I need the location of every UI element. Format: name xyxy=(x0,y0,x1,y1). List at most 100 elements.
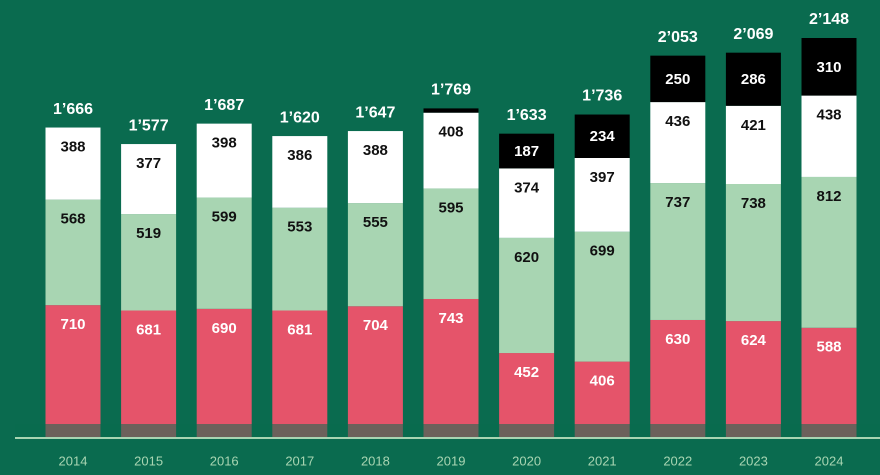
segment-label: 568 xyxy=(60,211,85,228)
segment-label: 397 xyxy=(590,169,615,186)
x-tick-label: 2022 xyxy=(663,453,692,468)
segment-label: 681 xyxy=(287,321,312,338)
bar-segment xyxy=(650,55,706,103)
segment-label: 738 xyxy=(741,195,766,212)
segment-label: 588 xyxy=(816,339,841,356)
bar-segment xyxy=(347,131,403,204)
bar-segment xyxy=(196,197,252,309)
x-tick-label: 2014 xyxy=(59,453,88,468)
bar-segment xyxy=(45,127,101,200)
bar-segment xyxy=(574,157,630,232)
x-tick-label: 2017 xyxy=(285,453,314,468)
bar-segment xyxy=(272,207,328,311)
bar-segment xyxy=(423,188,479,299)
segment-label: 388 xyxy=(60,139,85,156)
bar-segment xyxy=(347,306,403,437)
x-tick-label: 2019 xyxy=(437,453,466,468)
segment-label: 234 xyxy=(590,128,616,145)
total-label: 2’069 xyxy=(733,26,773,43)
segment-label: 812 xyxy=(816,188,841,205)
segment-label: 310 xyxy=(816,59,841,76)
segment-label: 704 xyxy=(363,317,389,334)
segment-label: 620 xyxy=(514,249,539,266)
segment-label: 630 xyxy=(665,331,690,348)
segment-label: 421 xyxy=(741,117,766,134)
x-tick-label: 2024 xyxy=(815,453,844,468)
segment-label: 690 xyxy=(212,320,237,337)
segment-label: 388 xyxy=(363,142,388,159)
x-tick-label: 2021 xyxy=(588,453,617,468)
segment-label: 438 xyxy=(816,107,841,124)
bar-segment xyxy=(45,305,101,437)
bar-segment xyxy=(499,353,555,437)
total-label: 1’736 xyxy=(582,88,622,105)
bar-segment xyxy=(45,199,101,306)
bar-segment xyxy=(499,237,555,354)
segment-label: 519 xyxy=(136,225,161,242)
segment-label: 452 xyxy=(514,364,539,381)
x-tick-label: 2020 xyxy=(512,453,541,468)
bar-segment xyxy=(725,105,781,185)
total-label: 1’666 xyxy=(53,101,93,118)
segment-label: 374 xyxy=(514,179,540,196)
bar-segment xyxy=(272,136,328,208)
x-tick-label: 2015 xyxy=(134,453,163,468)
segment-label: 699 xyxy=(590,243,615,260)
segment-label: 737 xyxy=(665,194,690,211)
bar-segment xyxy=(423,108,479,113)
bar-segment xyxy=(423,298,479,437)
bar-segment xyxy=(196,308,252,437)
bar-segment xyxy=(650,319,706,437)
segment-label: 624 xyxy=(741,332,767,349)
segment-label: 406 xyxy=(590,373,615,390)
bar-segment xyxy=(196,123,252,198)
bar-segment xyxy=(121,144,177,215)
bar-segment xyxy=(725,321,781,437)
bar-segment xyxy=(121,310,177,437)
bar-segment xyxy=(801,176,857,328)
segment-label: 377 xyxy=(136,155,161,172)
bar-segment xyxy=(725,52,781,106)
bar-segment xyxy=(801,38,857,96)
total-label: 1’687 xyxy=(204,97,244,114)
bar-segment xyxy=(801,95,857,177)
segment-label: 250 xyxy=(665,71,690,88)
bar-segment xyxy=(650,183,706,320)
bar-segment xyxy=(574,114,630,158)
segment-label: 436 xyxy=(665,113,690,130)
bar-segment xyxy=(725,184,781,322)
segment-label: 681 xyxy=(136,321,161,338)
bar-segment xyxy=(121,214,177,311)
bar-segment xyxy=(423,112,479,189)
total-label: 1’577 xyxy=(129,117,169,134)
total-label: 1’633 xyxy=(507,107,547,124)
bar-segment xyxy=(650,102,706,184)
segment-label: 553 xyxy=(287,219,312,236)
bar-segment xyxy=(499,168,555,238)
segment-label: 710 xyxy=(60,316,85,333)
segment-label: 408 xyxy=(438,124,463,141)
segment-label: 595 xyxy=(438,199,463,216)
total-label: 1’620 xyxy=(280,109,320,126)
segment-label: 386 xyxy=(287,147,312,164)
total-label: 1’647 xyxy=(355,104,395,121)
bar-segment xyxy=(347,203,403,307)
total-label: 2’148 xyxy=(809,11,849,28)
segment-label: 286 xyxy=(741,71,766,88)
segment-label: 743 xyxy=(438,310,463,327)
total-label: 2’053 xyxy=(658,29,698,46)
bar-segment xyxy=(801,327,857,437)
segment-label: 555 xyxy=(363,214,388,231)
total-label: 1’769 xyxy=(431,82,471,99)
segment-label: 398 xyxy=(212,135,237,152)
segment-label: 187 xyxy=(514,143,539,160)
bar-segment xyxy=(499,133,555,169)
x-tick-label: 2016 xyxy=(210,453,239,468)
bar-segment xyxy=(574,231,630,362)
base-band xyxy=(15,424,880,437)
bar-segment xyxy=(272,310,328,437)
x-tick-label: 2023 xyxy=(739,453,768,468)
x-tick-label: 2018 xyxy=(361,453,390,468)
segment-label: 599 xyxy=(212,209,237,226)
